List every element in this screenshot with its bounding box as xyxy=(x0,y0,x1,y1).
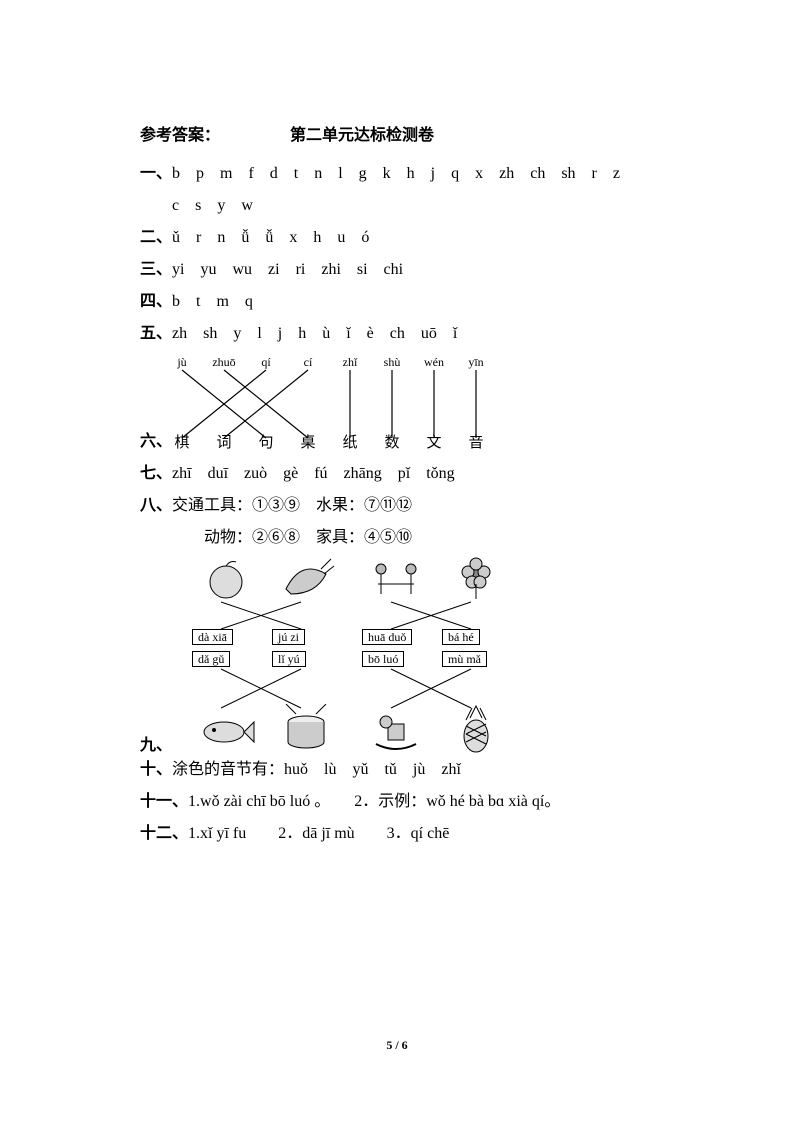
q8-num: 八、 xyxy=(140,490,172,522)
q10-row: 十、涂色的音节有：huǒ lù yǔ tǔ jù zhǐ xyxy=(140,754,674,786)
q11-num: 十一、 xyxy=(140,786,188,818)
q4-num: 四、 xyxy=(140,286,172,318)
q1-cont: c s y w xyxy=(172,190,674,222)
q5-num: 五、 xyxy=(140,318,172,350)
page-footer: 5 / 6 xyxy=(0,1038,794,1053)
q6-row: 六、jùzhuōqícízhǐshùwényīn棋词句桌纸数文音 xyxy=(140,350,674,458)
q1-num: 一、 xyxy=(140,158,172,190)
q9-num: 九、 xyxy=(140,738,172,754)
q3-num: 三、 xyxy=(140,254,172,286)
q10-text: 涂色的音节有：huǒ lù yǔ tǔ jù zhǐ xyxy=(172,761,461,778)
matching-diagram: jùzhuōqícízhǐshùwényīn棋词句桌纸数文音 xyxy=(172,350,512,458)
q12-text: 1.xǐ yī fu 2．dā jī mù 3．qí chē xyxy=(188,825,449,842)
header-label: 参考答案： xyxy=(140,120,220,152)
q1-text: b p m f d t n l g k h j q x zh ch sh r z xyxy=(172,165,620,182)
q8-line1: 交通工具：①③⑨ 水果：⑦⑪⑫ xyxy=(172,497,412,514)
q1-row: 一、b p m f d t n l g k h j q x zh ch sh r… xyxy=(140,158,674,190)
q3-row: 三、yi yu wu zi ri zhi si chi xyxy=(140,254,674,286)
match-lines xyxy=(176,554,516,754)
q5-text: zh sh y l j h ù ǐ è ch uō ǐ xyxy=(172,325,457,342)
q5-row: 五、zh sh y l j h ù ǐ è ch uō ǐ xyxy=(140,318,674,350)
q8-row2: 动物：②⑥⑧ 家具：④⑤⑩ xyxy=(204,522,674,554)
q11-text: 1.wǒ zài chī bō luó 。 2．示例：wǒ hé bà bɑ x… xyxy=(188,793,560,810)
match-lines xyxy=(172,368,512,440)
q9-row: 九、dà xiājú zihuā duǒbá hédǎ gǔlǐ yúbō lu… xyxy=(140,554,674,754)
q7-text: zhī duī zuò gè fú zhāng pǐ tǒng xyxy=(172,465,455,482)
title: 第二单元达标检测卷 xyxy=(290,120,434,152)
q2-text: ǔ r n ǚ ǚ x h u ó xyxy=(172,229,369,246)
q11-row: 十一、1.wǒ zài chī bō luó 。 2．示例：wǒ hé bà b… xyxy=(140,786,674,818)
q12-row: 十二、1.xǐ yī fu 2．dā jī mù 3．qí chē xyxy=(140,818,674,850)
header-row: 参考答案： 第二单元达标检测卷 xyxy=(140,120,674,152)
q8-row: 八、交通工具：①③⑨ 水果：⑦⑪⑫ xyxy=(140,490,674,522)
q4-text: b t m q xyxy=(172,293,253,310)
picture-match-diagram: dà xiājú zihuā duǒbá hédǎ gǔlǐ yúbō luóm… xyxy=(176,554,516,754)
q10-num: 十、 xyxy=(140,754,172,786)
q7-num: 七、 xyxy=(140,458,172,490)
q7-row: 七、zhī duī zuò gè fú zhāng pǐ tǒng xyxy=(140,458,674,490)
page-content: 参考答案： 第二单元达标检测卷 一、b p m f d t n l g k h … xyxy=(0,0,794,850)
q2-num: 二、 xyxy=(140,222,172,254)
q3-text: yi yu wu zi ri zhi si chi xyxy=(172,261,403,278)
q2-row: 二、ǔ r n ǚ ǚ x h u ó xyxy=(140,222,674,254)
q4-row: 四、b t m q xyxy=(140,286,674,318)
q12-num: 十二、 xyxy=(140,818,188,850)
q8-line2: 动物：②⑥⑧ 家具：④⑤⑩ xyxy=(204,529,412,546)
